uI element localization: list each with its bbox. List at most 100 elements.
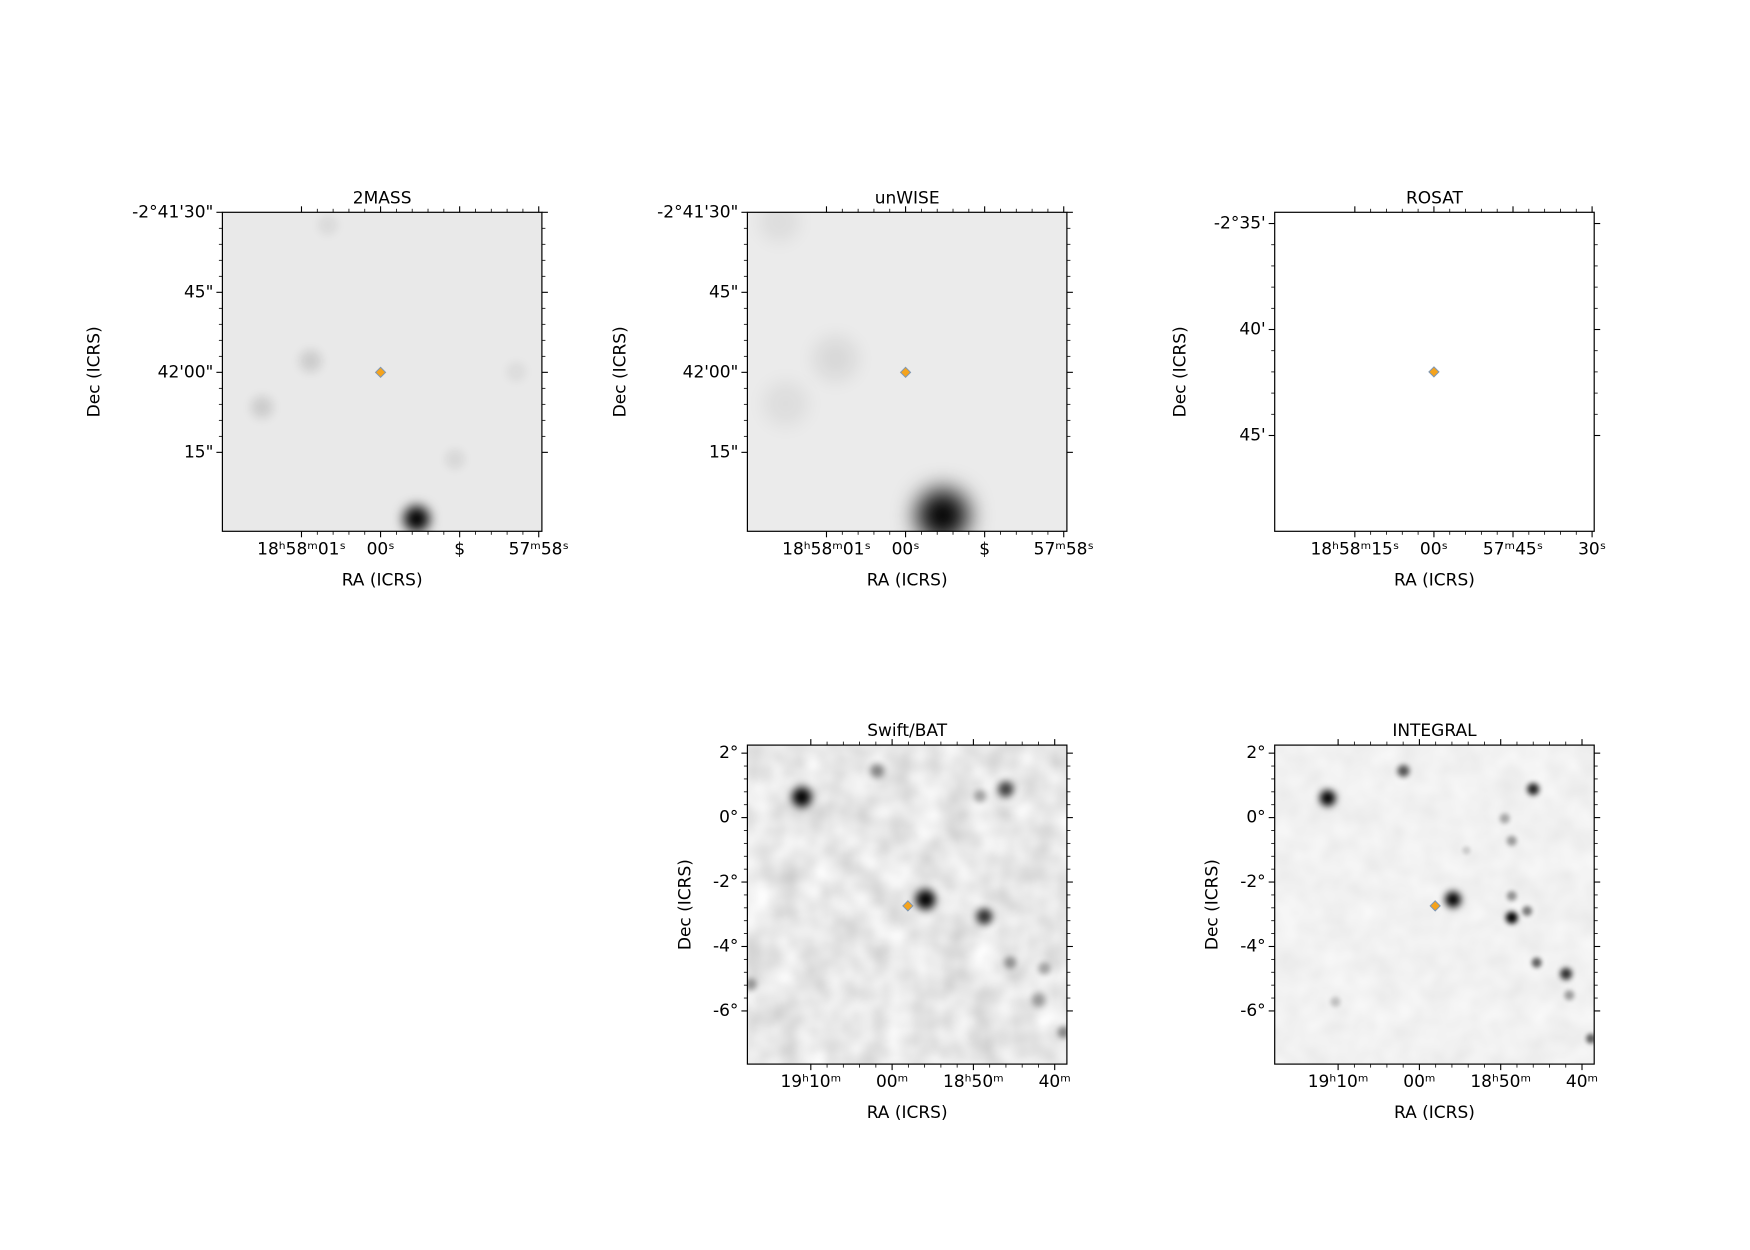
x-tick-label: 18ʰ58ᵐ15ˢ <box>1310 539 1399 559</box>
y-axis-label: Dec (ICRS) <box>610 326 630 417</box>
x-tick-label: 30ˢ <box>1578 539 1606 559</box>
y-tick-label: 42'00" <box>683 362 739 382</box>
panel: 18ʰ58ᵐ01ˢ 00ˢ $57ᵐ58ˢ -2°41'30" 45" 42'00" 15"… <box>84 188 568 590</box>
target-marker <box>902 900 914 912</box>
y-tick-label: -2°41'30" <box>132 202 213 222</box>
source-blob <box>1462 846 1471 855</box>
source-blob <box>1506 835 1517 846</box>
source-blob <box>759 212 800 242</box>
axes-frame <box>746 744 1068 1065</box>
x-tick-label: 00ˢ <box>367 539 395 559</box>
source-blob <box>973 790 986 803</box>
panel-title: Swift/BAT <box>867 721 947 741</box>
x-tick-label: 00ˢ <box>1420 539 1448 559</box>
source-blob <box>916 489 969 532</box>
y-tick-label: 15" <box>184 442 213 462</box>
y-tick-label: -2° <box>1240 872 1265 892</box>
source-blob <box>299 349 322 372</box>
y-tick-label: 45" <box>184 282 213 302</box>
x-tick-label: 18ʰ58ᵐ01ˢ <box>782 539 871 559</box>
x-axis-label: RA (ICRS) <box>342 570 423 590</box>
source-blob <box>747 978 757 991</box>
source-blob <box>506 361 527 382</box>
x-tick-label: 19ʰ10ᵐ <box>1308 1072 1369 1092</box>
panel-title: INTEGRAL <box>1392 721 1477 741</box>
source-blob <box>1004 956 1017 969</box>
x-tick-label: 57ᵐ45ˢ <box>1483 539 1543 559</box>
source-blob <box>1444 891 1461 908</box>
x-tick-label: 57ᵐ58ˢ <box>1034 539 1094 559</box>
panel: 18ʰ58ᵐ15ˢ 00ˢ 57ᵐ45ˢ 30ˢ -2°35' 40' 45' ROSAT RA… <box>1171 188 1606 590</box>
panel-title: ROSAT <box>1406 188 1464 208</box>
y-tick-label: -4° <box>713 936 738 956</box>
x-tick-label: 18ʰ50ᵐ <box>1470 1072 1531 1092</box>
source-blob <box>1506 890 1517 901</box>
source-blob <box>1397 764 1410 777</box>
y-axis-label: Dec (ICRS) <box>1203 859 1223 950</box>
panel-title: 2MASS <box>353 188 412 208</box>
x-tick-label: $ <box>454 539 465 559</box>
source-blob <box>317 215 338 236</box>
image-area <box>222 212 542 532</box>
source-blob <box>976 908 993 925</box>
y-tick-label: 0° <box>719 808 738 828</box>
x-tick-label: 19ʰ10ᵐ <box>780 1072 841 1092</box>
y-tick-label: -6° <box>713 1001 738 1021</box>
source-blob <box>1531 957 1542 968</box>
x-tick-label: 00ᵐ <box>1403 1072 1435 1092</box>
source-blob <box>1522 905 1533 916</box>
source-blob <box>1057 1026 1067 1039</box>
y-tick-label: -2° <box>713 872 738 892</box>
y-axis-label: Dec (ICRS) <box>84 326 104 417</box>
source-blob <box>1527 783 1540 796</box>
y-tick-label: -6° <box>1240 1001 1265 1021</box>
source-blob <box>1031 992 1046 1007</box>
y-tick-label: 0° <box>1246 808 1265 828</box>
x-axis-label: RA (ICRS) <box>1394 1103 1475 1123</box>
source-blob <box>1499 813 1510 824</box>
y-tick-label: 2° <box>719 743 738 763</box>
x-tick-label: 40ᵐ <box>1039 1072 1071 1092</box>
source-blob <box>1330 996 1341 1007</box>
x-tick-label: 00ˢ <box>892 539 920 559</box>
y-tick-label: 45' <box>1239 425 1265 445</box>
source-blob <box>791 787 812 808</box>
panel: 19ʰ10ᵐ 00ᵐ 18ʰ50ᵐ 40ᵐ 2° 0° -2° -4° -6° Swift/BAT… <box>675 721 1073 1123</box>
source-blob <box>251 396 274 419</box>
x-tick-label: 18ʰ50ᵐ <box>943 1072 1004 1092</box>
x-tick-label: 18ʰ58ᵐ01ˢ <box>257 539 346 559</box>
x-tick-label: 00ᵐ <box>876 1072 908 1092</box>
target-marker <box>899 366 912 379</box>
source-blob <box>1586 1033 1595 1044</box>
source-blob <box>763 381 808 426</box>
x-tick-label: 40ᵐ <box>1566 1072 1598 1092</box>
source-blob <box>1505 911 1518 924</box>
y-tick-label: 45" <box>709 282 738 302</box>
y-tick-label: -2°35' <box>1214 214 1266 234</box>
source-blob <box>1564 990 1575 1001</box>
target-marker <box>1428 366 1440 378</box>
panel-title: unWISE <box>875 188 940 208</box>
target-marker <box>374 366 387 379</box>
y-tick-label: 15" <box>709 442 738 462</box>
source-blob <box>1319 790 1336 807</box>
source-blob <box>403 505 430 532</box>
y-axis-label: Dec (ICRS) <box>675 859 695 950</box>
source-blob <box>870 763 885 778</box>
y-tick-label: 40' <box>1239 320 1265 340</box>
y-tick-label: 42'00" <box>158 362 214 382</box>
x-axis-label: RA (ICRS) <box>867 570 948 590</box>
target-marker <box>1429 900 1441 912</box>
y-tick-label: -2°41'30" <box>657 202 738 222</box>
source-blob <box>1560 967 1573 980</box>
source-blob <box>1038 962 1051 975</box>
y-axis-label: Dec (ICRS) <box>1171 326 1191 417</box>
y-tick-label: 2° <box>1246 743 1265 763</box>
source-blob <box>444 449 465 470</box>
x-tick-label: $ <box>979 539 990 559</box>
x-axis-label: RA (ICRS) <box>867 1103 948 1123</box>
source-blob <box>997 781 1014 798</box>
x-tick-label: 57ᵐ58ˢ <box>509 539 569 559</box>
source-blob <box>813 336 858 381</box>
